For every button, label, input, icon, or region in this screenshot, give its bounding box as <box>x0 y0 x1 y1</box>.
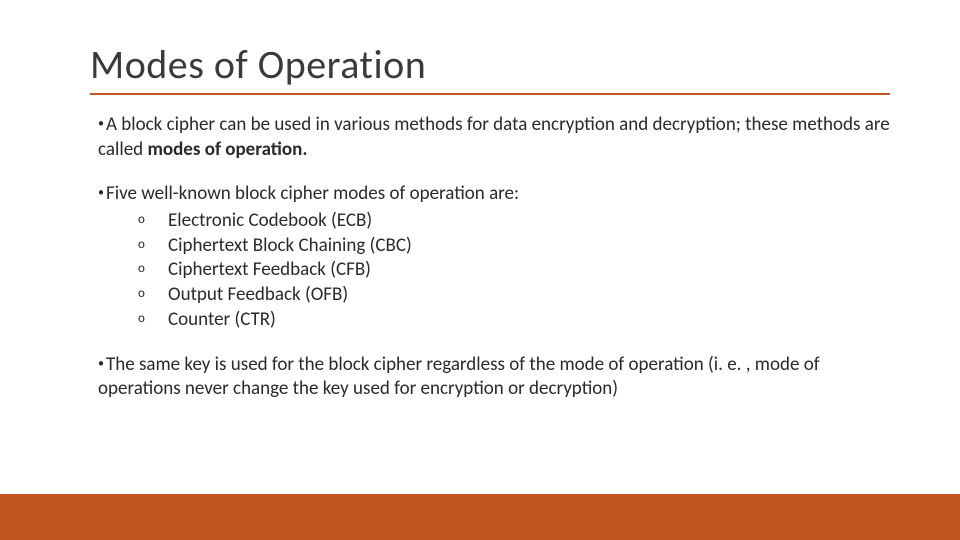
sub-marker: o <box>138 261 145 278</box>
bullet-dot-icon: • <box>98 117 104 131</box>
slide: Modes of Operation •A block cipher can b… <box>0 0 960 540</box>
bullet-bold: modes of operation. <box>147 138 307 161</box>
sub-item-text: Electronic Codebook (ECB) <box>168 209 372 232</box>
bullet-text: The same key is used for the block ciphe… <box>98 353 820 401</box>
sub-marker: o <box>138 311 145 328</box>
sub-marker: o <box>138 237 145 254</box>
sub-item-text: Ciphertext Block Chaining (CBC) <box>168 234 412 257</box>
sub-list: o Electronic Codebook (ECB) o Ciphertext B… <box>98 209 890 332</box>
list-item: o Ciphertext Feedback (CFB) <box>138 258 890 283</box>
sub-marker: o <box>138 286 145 303</box>
sub-item-text: Counter (CTR) <box>168 308 276 331</box>
slide-content: •A block cipher can be used in various m… <box>90 113 890 402</box>
sub-item-text: Output Feedback (OFB) <box>168 283 348 306</box>
list-item: o Ciphertext Block Chaining (CBC) <box>138 234 890 259</box>
bullet-2: •Five well-known block cipher modes of o… <box>90 182 890 332</box>
title-underline <box>90 93 890 95</box>
slide-title: Modes of Operation <box>90 40 890 89</box>
bullet-3: •The same key is used for the block ciph… <box>90 353 890 402</box>
bullet-1: •A block cipher can be used in various m… <box>90 113 890 162</box>
bullet-dot-icon: • <box>98 186 104 200</box>
sub-marker: o <box>138 212 145 229</box>
list-item: o Output Feedback (OFB) <box>138 283 890 308</box>
sub-item-text: Ciphertext Feedback (CFB) <box>168 258 371 281</box>
bullet-text: Five well-known block cipher modes of op… <box>106 182 519 205</box>
list-item: o Electronic Codebook (ECB) <box>138 209 890 234</box>
bottom-accent-bar <box>0 494 960 540</box>
list-item: o Counter (CTR) <box>138 308 890 333</box>
bullet-dot-icon: • <box>98 357 104 371</box>
